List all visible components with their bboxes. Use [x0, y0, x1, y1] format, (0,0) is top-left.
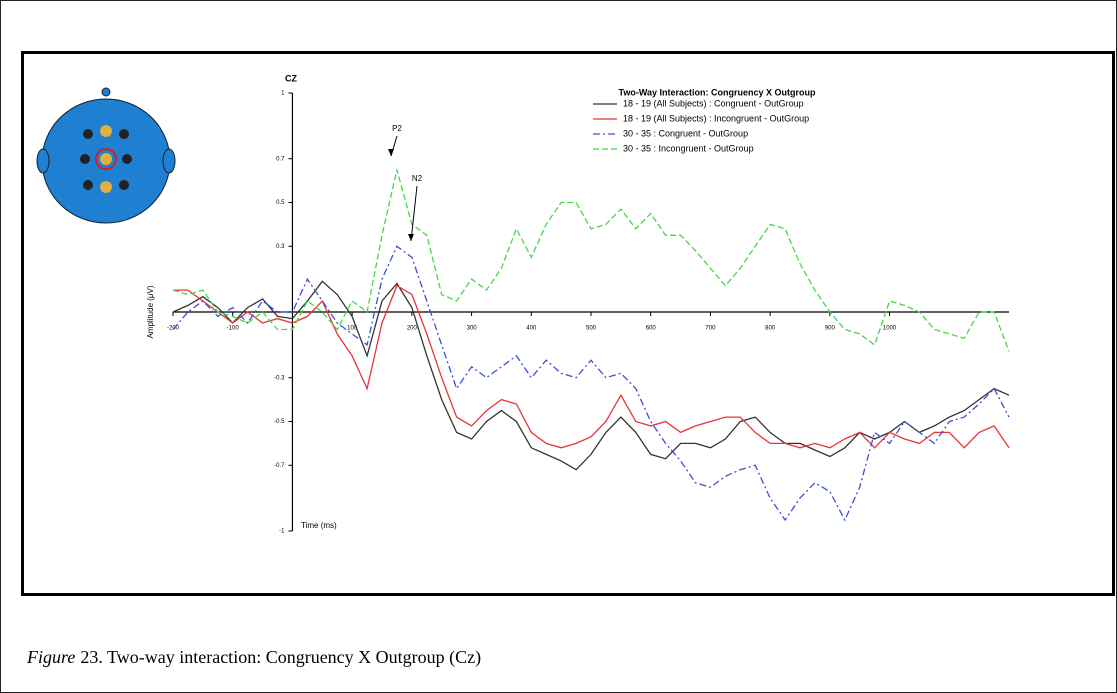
- legend-label: 30 - 35 : Congruent - OutGroup: [623, 128, 748, 138]
- x-tick-label: 600: [646, 326, 657, 332]
- y-tick-label: -0.3: [274, 375, 285, 381]
- caption: Figure 23. Two-way interaction: Congruenc…: [27, 647, 481, 668]
- chart-title: CZ: [285, 73, 297, 83]
- x-tick-label: 1000: [883, 326, 897, 332]
- head-icon: [36, 87, 176, 224]
- x-tick-label: -100: [227, 326, 240, 332]
- x-axis-label: Time (ms): [301, 521, 337, 530]
- x-tick-label: 900: [825, 326, 836, 332]
- legend-label: 30 - 35 : Incongruent - OutGroup: [623, 143, 754, 153]
- x-tick-label: 800: [765, 326, 776, 332]
- annotation: N2: [412, 174, 423, 183]
- legend-title: Two-Way Interaction: Congruency X Outgro…: [619, 87, 817, 97]
- annotation-arrow: [410, 185, 418, 242]
- y-tick-label: 0.7: [276, 156, 285, 162]
- y-tick-label: 1: [281, 91, 285, 97]
- annotation: P2: [392, 124, 402, 133]
- chart: CZ Two-Way Interaction: Congruency X Out…: [36, 73, 1010, 535]
- x-tick-label: 200: [407, 326, 418, 332]
- series-line: [172, 245, 1010, 522]
- y-tick-label: 0.3: [276, 244, 285, 250]
- series-line: [172, 280, 1010, 471]
- arrow-head: [388, 149, 394, 156]
- caption-label: Figure: [27, 647, 76, 667]
- y-tick-label: -0.5: [274, 419, 285, 425]
- y-tick-label: -0.7: [274, 463, 285, 469]
- figure-box: [21, 51, 1115, 596]
- x-tick-label: 300: [467, 326, 478, 332]
- x-tick-label: 500: [586, 326, 597, 332]
- y-tick-label: -1: [279, 529, 285, 535]
- arrow-head: [408, 234, 414, 241]
- legend-label: 18 - 19 (All Subjects) : Congruent - Out…: [623, 98, 804, 108]
- series-line: [172, 169, 1010, 352]
- x-tick-label: 400: [526, 326, 537, 332]
- series-line: [173, 284, 1010, 449]
- x-tick-label: 700: [705, 326, 716, 332]
- caption-text: 23. Two-way interaction: Congruency X Ou…: [80, 647, 482, 667]
- y-tick-label: 0.5: [276, 200, 285, 206]
- y-axis-label: Amplitude (μV): [146, 285, 155, 338]
- legend-label: 18 - 19 (All Subjects) : Incongruent - O…: [623, 113, 809, 123]
- x-tick-label: 100: [347, 326, 358, 332]
